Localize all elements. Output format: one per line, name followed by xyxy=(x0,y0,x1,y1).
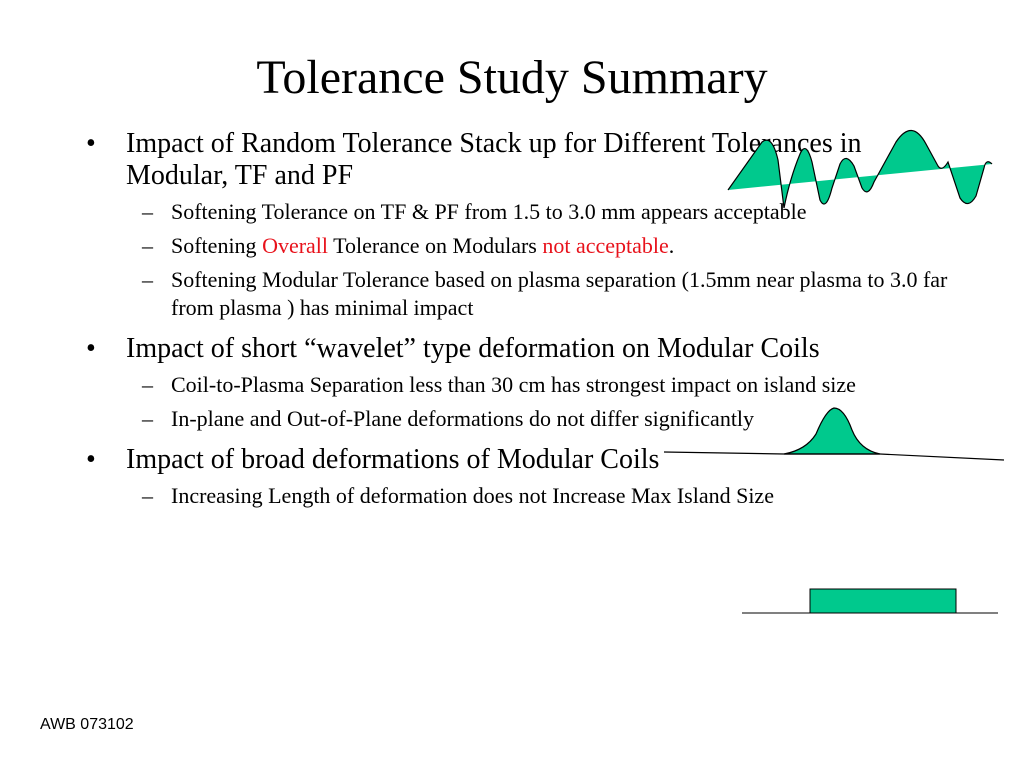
sub-bullet-item: – Softening Tolerance on TF & PF from 1.… xyxy=(80,198,950,226)
bullet-list: • Impact of Random Tolerance Stack up fo… xyxy=(80,128,950,510)
sub-bullet-text: Softening Tolerance on TF & PF from 1.5 … xyxy=(171,199,807,224)
bullet-item-2: • Impact of short “wavelet” type deforma… xyxy=(80,333,950,365)
slide-title: Tolerance Study Summary xyxy=(256,51,768,104)
wavelet-baseline xyxy=(663,451,1005,461)
dash-icon: – xyxy=(142,406,153,431)
sub-bullet-text: Softening Modular Tolerance based on pla… xyxy=(171,267,948,320)
sub-bullet-item: – In-plane and Out-of-Plane deformations… xyxy=(80,405,950,433)
sub-bullet-text-pre: Softening xyxy=(171,233,263,258)
highlight-overall: Overall xyxy=(262,233,329,258)
sub-bullet-item: – Softening Overall Tolerance on Modular… xyxy=(80,232,950,260)
bullet-dot-icon: • xyxy=(86,333,96,364)
sub-bullet-item: – Increasing Length of deformation does … xyxy=(80,482,950,510)
broad-deformation-graphic xyxy=(742,588,998,614)
bullet-dot-icon: • xyxy=(86,444,96,475)
wavelet-graphic xyxy=(663,407,1005,461)
random-wave-shape xyxy=(727,129,993,209)
sub-bullet-text: Coil-to-Plasma Separation less than 30 c… xyxy=(171,372,856,397)
dash-icon: – xyxy=(142,233,153,258)
sub-bullet-text: In-plane and Out-of-Plane deformations d… xyxy=(171,406,755,431)
bullet-text: Impact of Random Tolerance Stack up for … xyxy=(126,128,862,191)
bullet-item-1: • Impact of Random Tolerance Stack up fo… xyxy=(80,128,950,192)
random-wave-graphic xyxy=(727,129,993,209)
dash-icon: – xyxy=(142,483,153,508)
bullet-text: Impact of short “wavelet” type deformati… xyxy=(126,333,820,364)
sub-bullet-text-post: . xyxy=(668,233,675,258)
footer-id: AWB 073102 xyxy=(40,716,134,733)
dash-icon: – xyxy=(142,267,153,292)
highlight-not-acceptable: not acceptable xyxy=(542,233,669,258)
wavelet-shape xyxy=(783,407,881,455)
bullet-dot-icon: • xyxy=(86,128,96,159)
broad-deformation-rect xyxy=(809,588,957,614)
sub-bullet-text-mid: Tolerance on Modulars xyxy=(328,233,543,258)
sub-bullet-item: – Coil-to-Plasma Separation less than 30… xyxy=(80,371,950,399)
dash-icon: – xyxy=(142,372,153,397)
sub-bullet-item: – Softening Modular Tolerance based on p… xyxy=(80,266,950,322)
bullet-item-3: • Impact of broad deformations of Modula… xyxy=(80,444,950,476)
bullet-text: Impact of broad deformations of Modular … xyxy=(126,444,660,475)
sub-bullet-text: Increasing Length of deformation does no… xyxy=(171,483,774,508)
dash-icon: – xyxy=(142,199,153,224)
